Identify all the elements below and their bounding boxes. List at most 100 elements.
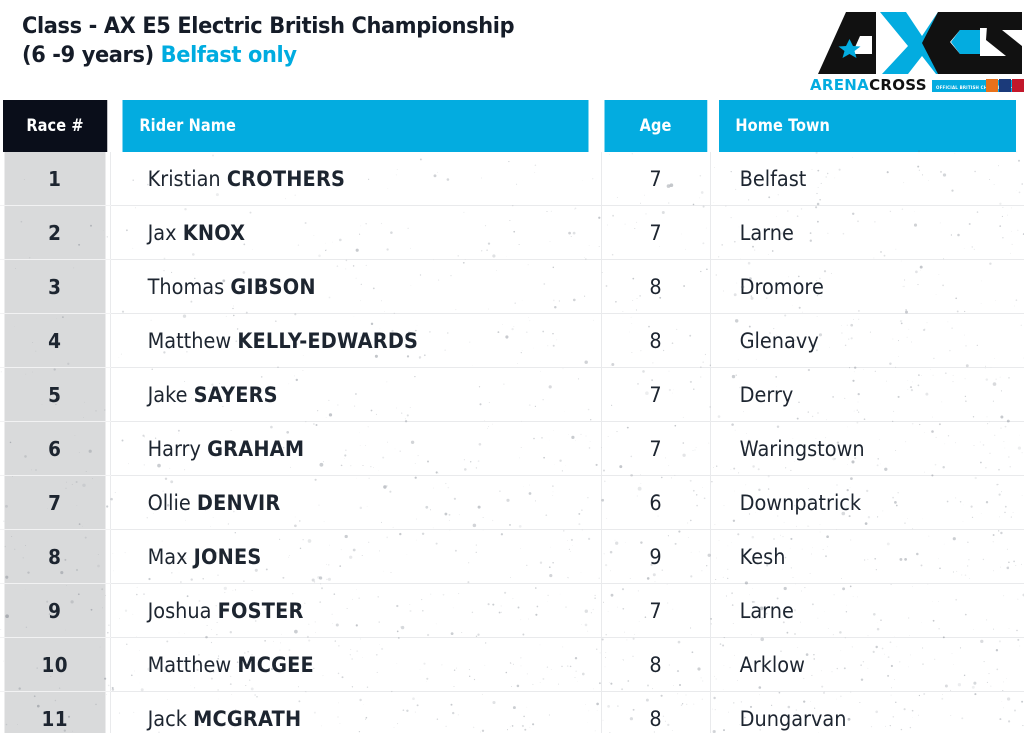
cell-age: 8 [604,259,706,314]
cell-race-number: 6 [4,421,106,476]
rider-first-name: Ollie [147,490,191,515]
cell-race-number: 1 [4,152,106,206]
cell-home-town: Downpatrick [722,475,1012,530]
cell-home-town: Kesh [722,529,1012,584]
cell-age: 9 [604,529,706,584]
rider-first-name: Matthew [147,652,232,677]
table-row[interactable]: 1 Kristian CROTHERS 7 Belfast [0,152,1024,206]
logo-tagline: OFFICIAL BRITISH CHAMPIONSHIP [936,85,1018,90]
table-row[interactable]: 3 Thomas GIBSON 8 Dromore [0,259,1024,314]
cell-race-number: 2 [4,205,106,260]
cell-rider-name: Ollie DENVIR [129,475,582,530]
cell-age: 7 [604,421,706,476]
cell-race-number: 5 [4,367,106,422]
cell-age: 7 [604,152,706,206]
cell-rider-name: Matthew KELLY-EDWARDS [129,313,582,368]
logo-wordmark-cross: CROSS [869,76,927,94]
cell-rider-name: Harry GRAHAM [129,421,582,476]
title-location-accent: Belfast only [160,42,297,68]
cell-rider-name: Jake SAYERS [129,367,582,422]
cell-rider-name: Kristian CROTHERS [129,152,582,206]
cell-home-town: Dromore [722,259,1012,314]
cell-home-town: Arklow [722,637,1012,692]
rider-first-name: Max [147,544,188,569]
sponsor-chip-2 [999,79,1011,92]
rider-first-name: Harry [147,436,201,461]
cell-rider-name: Jack MCGRATH [129,691,582,733]
rider-first-name: Thomas [147,274,225,299]
cell-age: 7 [604,205,706,260]
table-row[interactable]: 4 Matthew KELLY-EDWARDS 8 Glenavy [0,313,1024,368]
cell-home-town: Glenavy [722,313,1012,368]
cell-age: 8 [604,637,706,692]
cell-home-town: Belfast [722,152,1012,206]
cell-home-town: Larne [722,205,1012,260]
cell-race-number: 8 [4,529,106,584]
rider-roster-table: Race # Rider Name Age Home Town 1 Kristia… [0,100,1024,733]
cell-rider-name: Matthew MCGEE [129,637,582,692]
sponsor-chip-1 [986,79,998,92]
cell-rider-name: Max JONES [129,529,582,584]
title-line-2: (6 -9 years) Belfast only [22,41,954,70]
cell-home-town: Larne [722,583,1012,638]
cell-age: 6 [604,475,706,530]
axcs-logo-icon: ARENACROSS OFFICIAL BRITISH CHAMPIONSHIP [810,12,1024,94]
column-header-age[interactable]: Age [603,100,708,152]
cell-age: 7 [604,367,706,422]
cell-home-town: Waringstown [722,421,1012,476]
table-row[interactable]: 9 Joshua FOSTER 7 Larne [0,583,1024,638]
rider-last-name: GIBSON [230,274,316,299]
table-row[interactable]: 8 Max JONES 9 Kesh [0,529,1024,584]
cell-home-town: Dungarvan [722,691,1012,733]
table-row[interactable]: 6 Harry GRAHAM 7 Waringstown [0,421,1024,476]
rider-last-name: FOSTER [217,598,304,623]
rider-last-name: MCGEE [237,652,314,677]
table-body: 1 Kristian CROTHERS 7 Belfast 2 Jax KNOX 7 Larn… [0,152,1024,733]
cell-race-number: 9 [4,583,106,638]
table-row[interactable]: 5 Jake SAYERS 7 Derry [0,367,1024,422]
cell-rider-name: Thomas GIBSON [129,259,582,314]
table-row[interactable]: 7 Ollie DENVIR 6 Downpatrick [0,475,1024,530]
cell-race-number: 7 [4,475,106,530]
rider-last-name: DENVIR [196,490,281,515]
table-row[interactable]: 2 Jax KNOX 7 Larne [0,205,1024,260]
rider-last-name: CROTHERS [226,166,346,191]
column-header-rider-name[interactable]: Rider Name [122,100,590,152]
rider-last-name: GRAHAM [207,436,305,461]
cell-age: 8 [604,313,706,368]
cell-rider-name: Joshua FOSTER [129,583,582,638]
table-row[interactable]: 11 Jack MCGRATH 8 Dungarvan [0,691,1024,733]
sponsor-chip-3 [1012,79,1024,92]
rider-first-name: Joshua [147,598,212,623]
rider-last-name: SAYERS [193,382,278,407]
cell-home-town: Derry [722,367,1012,422]
arenacross-logo: ARENACROSS OFFICIAL BRITISH CHAMPIONSHIP [810,6,1024,94]
rider-first-name: Jake [147,382,188,407]
page-title: Class - AX E5 Electric British Champions… [22,12,954,70]
table-row[interactable]: 10 Matthew MCGEE 8 Arklow [0,637,1024,692]
cell-age: 7 [604,583,706,638]
column-header-home-town[interactable]: Home Town [717,100,1017,152]
title-age-range: (6 -9 years) [22,42,161,68]
page-header: Class - AX E5 Electric British Champions… [0,0,1024,100]
table-header: Race # Rider Name Age Home Town [0,100,1024,152]
rider-first-name: Jax [147,220,177,245]
cell-age: 8 [604,691,706,733]
rider-last-name: JONES [193,544,262,569]
cell-race-number: 10 [4,637,106,692]
rider-first-name: Jack [147,706,187,731]
logo-wordmark-arena: ARENACROSS [810,76,927,94]
cell-race-number: 4 [4,313,106,368]
rider-first-name: Kristian [147,166,221,191]
rider-last-name: KNOX [182,220,246,245]
column-header-race[interactable]: Race # [2,100,108,152]
cell-race-number: 3 [4,259,106,314]
rider-first-name: Matthew [147,328,232,353]
table-header-row: Race # Rider Name Age Home Town [0,100,1024,152]
rider-last-name: MCGRATH [193,706,302,731]
rider-last-name: KELLY-EDWARDS [237,328,419,353]
title-line-1: Class - AX E5 Electric British Champions… [22,13,515,39]
cell-rider-name: Jax KNOX [129,205,582,260]
cell-race-number: 11 [4,691,106,733]
